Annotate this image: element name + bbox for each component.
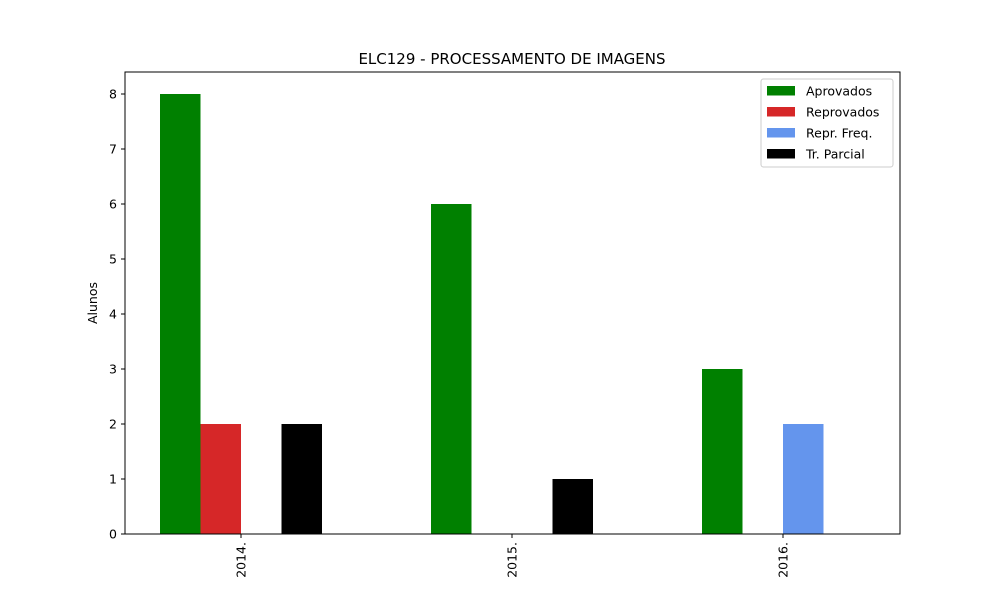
legend-label: Reprovados xyxy=(806,105,879,120)
y-axis-ticks: 0 1 2 3 4 5 6 7 8 xyxy=(109,87,125,542)
y-tick-label: 4 xyxy=(109,307,117,322)
legend-swatch xyxy=(767,86,795,96)
legend-label: Repr. Freq. xyxy=(806,126,872,141)
y-tick-label: 7 xyxy=(109,142,117,157)
bar-repr-freq-2016 xyxy=(783,424,824,534)
bar-tr-parcial-2015 xyxy=(552,479,593,534)
legend-swatch xyxy=(767,107,795,117)
plot-frame xyxy=(124,71,901,535)
legend-label: Tr. Parcial xyxy=(805,147,865,162)
y-tick-label: 3 xyxy=(109,362,117,377)
y-tick-label: 8 xyxy=(109,87,117,102)
bar-tr-parcial-2014 xyxy=(281,424,322,534)
y-tick-label: 5 xyxy=(109,252,117,267)
legend-label: Aprovados xyxy=(806,84,872,99)
x-tick-label: 2015. xyxy=(505,542,520,578)
chart-title: ELC129 - PROCESSAMENTO DE IMAGENS xyxy=(358,50,665,68)
y-tick-label: 2 xyxy=(109,417,117,432)
x-tick-label: 2016. xyxy=(776,542,791,578)
legend-box xyxy=(760,78,894,168)
legend: Aprovados Reprovados Repr. Freq. Tr. Parcia… xyxy=(760,78,894,168)
bar-aprovados-2014 xyxy=(160,94,201,534)
y-axis-label: Alunos xyxy=(85,282,100,324)
legend-swatch xyxy=(767,128,795,138)
y-tick-label: 1 xyxy=(109,472,117,487)
y-tick-label: 0 xyxy=(109,527,117,542)
bar-aprovados-2016 xyxy=(702,369,743,534)
bar-reprovados-2014 xyxy=(200,424,241,534)
legend-swatch xyxy=(767,149,795,159)
x-tick-label: 2014. xyxy=(234,542,249,578)
bars-group xyxy=(160,94,824,534)
y-tick-label: 6 xyxy=(109,197,117,212)
bar-aprovados-2015 xyxy=(431,204,472,534)
x-axis-ticks: 2014. 2015. 2016. xyxy=(234,534,791,578)
